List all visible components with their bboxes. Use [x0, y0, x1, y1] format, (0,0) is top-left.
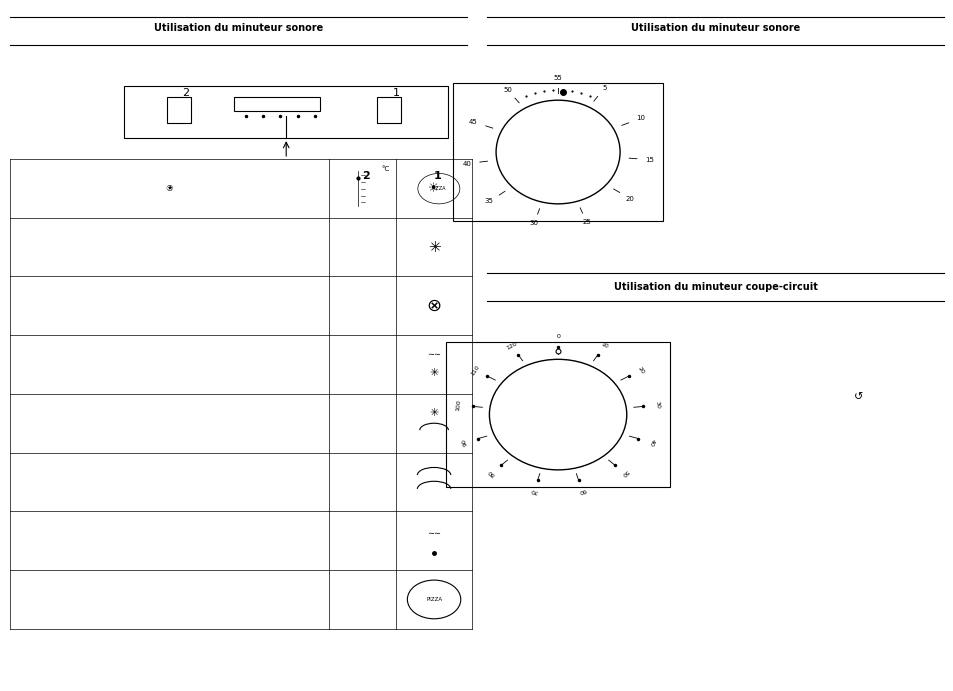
Text: 100: 100	[455, 399, 461, 411]
Text: 1: 1	[392, 88, 399, 97]
Text: 0: 0	[556, 334, 559, 339]
Text: 25: 25	[581, 219, 591, 225]
Text: 30: 30	[529, 220, 538, 227]
Text: ☀: ☀	[428, 182, 439, 195]
Text: 70: 70	[529, 487, 538, 494]
Text: 80: 80	[487, 468, 496, 477]
Bar	[233, 97, 319, 111]
Text: ⊗: ⊗	[426, 296, 441, 315]
Text: 50: 50	[619, 468, 628, 477]
FancyBboxPatch shape	[124, 86, 448, 138]
Bar	[376, 97, 400, 123]
Bar	[167, 97, 191, 123]
Text: 2: 2	[362, 171, 370, 181]
Text: ∼∼: ∼∼	[427, 350, 440, 359]
Text: ★: ★	[166, 185, 172, 191]
Text: 55: 55	[553, 75, 562, 81]
Text: PIZZA: PIZZA	[431, 186, 446, 191]
Text: 90: 90	[460, 437, 468, 447]
Text: 45: 45	[469, 119, 477, 125]
Text: Utilisation du minuteur coupe-circuit: Utilisation du minuteur coupe-circuit	[613, 282, 817, 292]
Text: 10: 10	[636, 115, 644, 122]
Text: 20: 20	[625, 196, 634, 202]
Text: Utilisation du minuteur sonore: Utilisation du minuteur sonore	[630, 23, 800, 32]
Text: 60: 60	[578, 487, 586, 494]
FancyBboxPatch shape	[453, 83, 662, 221]
Text: 40: 40	[462, 160, 471, 167]
Text: ✳: ✳	[429, 368, 438, 378]
Text: ✳: ✳	[427, 240, 440, 254]
Text: ✳: ✳	[429, 408, 438, 418]
Text: 30: 30	[654, 401, 659, 409]
Text: 50: 50	[503, 87, 512, 93]
Text: PIZZA: PIZZA	[426, 597, 441, 602]
Text: ☉: ☉	[166, 184, 172, 193]
Text: 10: 10	[599, 341, 609, 350]
FancyBboxPatch shape	[446, 342, 669, 487]
Text: 40: 40	[647, 437, 655, 447]
Text: ∼∼: ∼∼	[427, 529, 440, 538]
Text: 1: 1	[434, 171, 441, 181]
Text: 5: 5	[601, 85, 606, 91]
Text: ↺: ↺	[853, 392, 862, 402]
Text: 110: 110	[470, 364, 480, 377]
Text: °C: °C	[381, 167, 390, 172]
Text: 20: 20	[636, 366, 644, 375]
Text: 120: 120	[505, 341, 517, 350]
Text: 15: 15	[645, 157, 654, 163]
Text: 35: 35	[484, 198, 494, 205]
Text: 2: 2	[182, 88, 190, 97]
Text: Utilisation du minuteur sonore: Utilisation du minuteur sonore	[153, 23, 323, 32]
